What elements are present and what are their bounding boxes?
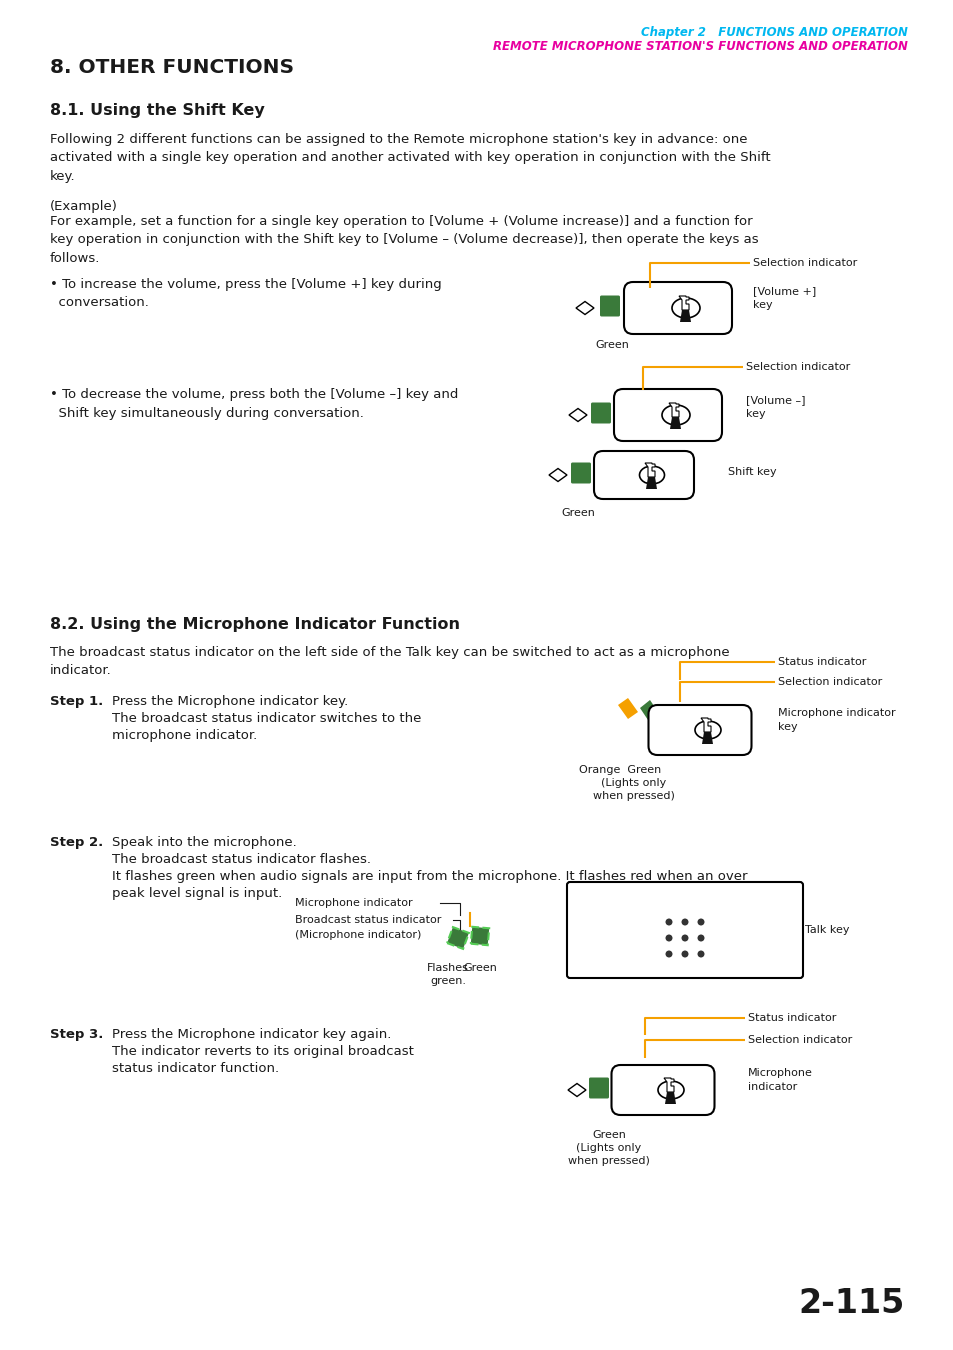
Text: Press the Microphone indicator key again.: Press the Microphone indicator key again…: [112, 1027, 391, 1041]
Polygon shape: [644, 463, 655, 477]
FancyBboxPatch shape: [571, 463, 590, 483]
Circle shape: [697, 918, 703, 926]
Polygon shape: [664, 1092, 676, 1104]
Polygon shape: [470, 927, 489, 945]
Circle shape: [680, 950, 688, 957]
Text: Green: Green: [560, 508, 595, 518]
Text: Step 2.: Step 2.: [50, 836, 103, 849]
Ellipse shape: [671, 298, 700, 319]
Polygon shape: [568, 409, 586, 421]
Ellipse shape: [695, 721, 720, 738]
Text: Selection indicator: Selection indicator: [752, 258, 857, 269]
Text: when pressed): when pressed): [593, 791, 674, 801]
Ellipse shape: [661, 405, 689, 425]
Polygon shape: [645, 477, 657, 489]
Text: • To decrease the volume, press both the [Volume –] key and
  Shift key simultan: • To decrease the volume, press both the…: [50, 387, 457, 420]
Text: Broadcast status indicator: Broadcast status indicator: [294, 915, 441, 925]
Text: REMOTE MICROPHONE STATION'S FUNCTIONS AND OPERATION: REMOTE MICROPHONE STATION'S FUNCTIONS AN…: [493, 40, 907, 53]
Text: Talk key: Talk key: [804, 925, 848, 936]
Text: Status indicator: Status indicator: [747, 1012, 836, 1023]
Text: 2-115: 2-115: [798, 1287, 904, 1320]
Polygon shape: [701, 732, 712, 744]
Polygon shape: [679, 296, 688, 310]
Polygon shape: [618, 698, 638, 720]
Circle shape: [697, 950, 703, 957]
Text: Speak into the microphone.: Speak into the microphone.: [112, 836, 296, 849]
Text: Following 2 different functions can be assigned to the Remote microphone station: Following 2 different functions can be a…: [50, 134, 770, 184]
FancyBboxPatch shape: [588, 1077, 608, 1099]
Circle shape: [665, 934, 672, 941]
FancyBboxPatch shape: [599, 296, 619, 316]
Text: green.: green.: [430, 976, 465, 986]
FancyBboxPatch shape: [590, 402, 610, 424]
Text: Green: Green: [595, 340, 628, 350]
Polygon shape: [548, 468, 566, 482]
FancyBboxPatch shape: [566, 882, 802, 977]
Text: Microphone
indicator: Microphone indicator: [747, 1068, 812, 1092]
Polygon shape: [576, 301, 594, 315]
Circle shape: [665, 950, 672, 957]
Text: (Lights only: (Lights only: [600, 778, 666, 788]
Text: Selection indicator: Selection indicator: [745, 362, 849, 373]
Text: [Volume +]
key: [Volume +] key: [752, 286, 816, 309]
Text: 8.1. Using the Shift Key: 8.1. Using the Shift Key: [50, 103, 265, 117]
Polygon shape: [447, 927, 469, 949]
Text: Status indicator: Status indicator: [778, 657, 865, 667]
Text: (Example): (Example): [50, 200, 118, 213]
Ellipse shape: [658, 1081, 683, 1099]
Circle shape: [680, 934, 688, 941]
Text: The broadcast status indicator flashes.: The broadcast status indicator flashes.: [112, 853, 371, 865]
FancyBboxPatch shape: [611, 1065, 714, 1115]
Polygon shape: [663, 1079, 673, 1092]
Text: Green: Green: [592, 1130, 625, 1139]
Polygon shape: [668, 404, 679, 417]
Text: Chapter 2   FUNCTIONS AND OPERATION: Chapter 2 FUNCTIONS AND OPERATION: [640, 26, 907, 39]
Text: Step 3.: Step 3.: [50, 1027, 103, 1041]
Text: • To increase the volume, press the [Volume +] key during
  conversation.: • To increase the volume, press the [Vol…: [50, 278, 441, 309]
Text: when pressed): when pressed): [567, 1156, 649, 1166]
Polygon shape: [567, 1084, 585, 1096]
Circle shape: [665, 918, 672, 926]
Text: Microphone indicator: Microphone indicator: [294, 898, 413, 909]
Circle shape: [680, 918, 688, 926]
Text: (Microphone indicator): (Microphone indicator): [294, 930, 421, 940]
Text: The broadcast status indicator switches to the: The broadcast status indicator switches …: [112, 711, 421, 725]
Text: The broadcast status indicator on the left side of the Talk key can be switched : The broadcast status indicator on the le…: [50, 647, 729, 678]
Text: Green: Green: [462, 963, 497, 973]
FancyBboxPatch shape: [623, 282, 731, 333]
Text: Flashes: Flashes: [427, 963, 469, 973]
Text: It flashes green when audio signals are input from the microphone. It flashes re: It flashes green when audio signals are …: [112, 869, 747, 883]
Text: Step 1.: Step 1.: [50, 695, 103, 707]
Text: 8.2. Using the Microphone Indicator Function: 8.2. Using the Microphone Indicator Func…: [50, 617, 459, 632]
Text: Selection indicator: Selection indicator: [747, 1035, 851, 1045]
Polygon shape: [679, 310, 690, 323]
Polygon shape: [700, 718, 710, 732]
Text: Orange  Green: Orange Green: [578, 765, 660, 775]
Circle shape: [697, 934, 703, 941]
Polygon shape: [669, 417, 680, 429]
FancyBboxPatch shape: [594, 451, 693, 500]
Ellipse shape: [639, 466, 664, 485]
Text: For example, set a function for a single key operation to [Volume + (Volume incr: For example, set a function for a single…: [50, 215, 758, 265]
Text: Selection indicator: Selection indicator: [778, 676, 882, 687]
Text: status indicator function.: status indicator function.: [112, 1062, 279, 1075]
Text: [Volume –]
key: [Volume –] key: [745, 396, 804, 418]
Text: Microphone indicator
key: Microphone indicator key: [778, 709, 895, 732]
Text: microphone indicator.: microphone indicator.: [112, 729, 257, 742]
FancyBboxPatch shape: [614, 389, 721, 441]
Text: Shift key: Shift key: [727, 467, 776, 477]
Text: peak level signal is input.: peak level signal is input.: [112, 887, 282, 900]
Polygon shape: [639, 701, 659, 724]
Text: The indicator reverts to its original broadcast: The indicator reverts to its original br…: [112, 1045, 414, 1058]
FancyBboxPatch shape: [648, 705, 751, 755]
Text: Press the Microphone indicator key.: Press the Microphone indicator key.: [112, 695, 348, 707]
Text: (Lights only: (Lights only: [576, 1143, 641, 1153]
Text: 8. OTHER FUNCTIONS: 8. OTHER FUNCTIONS: [50, 58, 294, 77]
